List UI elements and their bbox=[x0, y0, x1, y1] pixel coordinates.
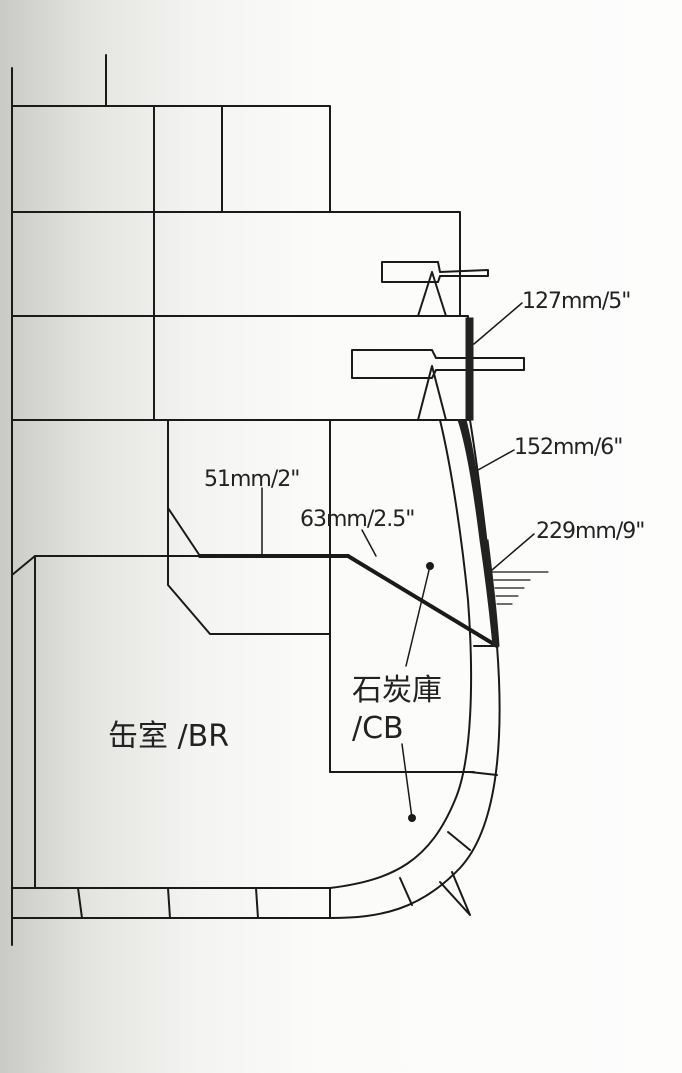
bottom-frame bbox=[167, 887, 171, 919]
bottom-frame bbox=[255, 887, 259, 919]
armor-belt-127 bbox=[465, 317, 474, 421]
bottom-frame bbox=[447, 831, 471, 851]
label-deck-51: 51mm/2" bbox=[204, 467, 299, 492]
label-boiler-room: 缶室 /BR bbox=[108, 719, 229, 754]
armor-deck-slope bbox=[346, 554, 499, 648]
label-coal-bunker-en: /CB bbox=[352, 711, 404, 746]
leader-152 bbox=[477, 449, 515, 471]
upper-casemate-gun bbox=[381, 261, 489, 283]
lower-casemate-gun bbox=[351, 349, 525, 379]
label-belt-229: 229mm/9" bbox=[536, 519, 644, 544]
label-deck-63: 63mm/2.5" bbox=[300, 507, 414, 532]
leader-63 bbox=[361, 529, 377, 557]
leader-229 bbox=[491, 533, 535, 571]
label-belt-152: 152mm/6" bbox=[514, 435, 622, 460]
upper-deck-block bbox=[11, 211, 461, 317]
upper-gun-mount bbox=[417, 271, 447, 317]
lower-gun-mount bbox=[417, 365, 447, 421]
bilge-keel bbox=[439, 871, 471, 916]
bottom-frame bbox=[469, 771, 498, 776]
hull-outer-side bbox=[11, 419, 501, 919]
bottom-frame bbox=[77, 887, 83, 919]
leader-dot bbox=[408, 814, 416, 822]
label-coal-bunker-jp: 石炭庫 bbox=[352, 673, 442, 708]
leader-coal-2 bbox=[401, 743, 413, 819]
leader-127 bbox=[473, 302, 523, 345]
leader-coal-1 bbox=[405, 565, 431, 667]
hull-inner-side bbox=[11, 419, 473, 889]
label-belt-127: 127mm/5" bbox=[522, 289, 630, 314]
boiler-room-outline bbox=[11, 555, 331, 576]
bottom-frame bbox=[399, 877, 413, 906]
superstructure-deck-1 bbox=[11, 105, 331, 213]
deck-slope-left bbox=[167, 507, 331, 635]
leader-dot bbox=[426, 562, 434, 570]
casemate-deck bbox=[11, 315, 469, 421]
armor-belt-229 bbox=[479, 539, 500, 647]
